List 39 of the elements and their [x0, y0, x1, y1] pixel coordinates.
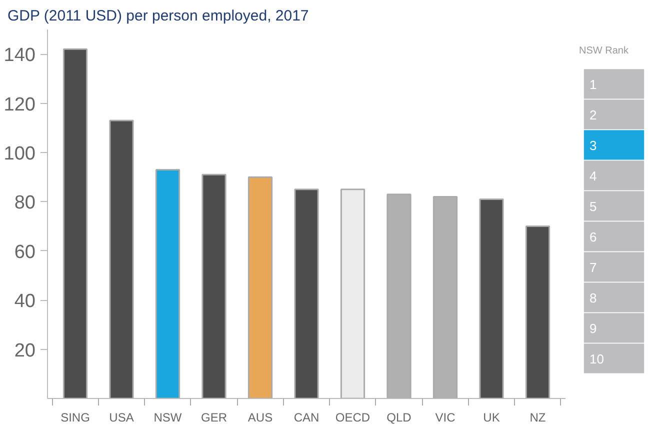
y-tick-label: 80 [14, 192, 36, 214]
x-tick-label: AUS [248, 410, 273, 424]
y-tick-label: 3 [590, 138, 597, 153]
y-tick-label: 9 [590, 320, 597, 336]
bar [155, 168, 180, 398]
bar [294, 188, 319, 398]
x-tick-label: VIC [435, 410, 456, 424]
y-tick-label: 4 [590, 168, 597, 184]
x-tick-label: UK [483, 410, 500, 424]
bar [248, 176, 273, 398]
bar [479, 198, 504, 398]
y-tick-label: 120 [4, 94, 36, 116]
x-tick-label: NSW [154, 410, 182, 424]
y-tick-label: 40 [14, 291, 36, 312]
y-tick-label: 1 [590, 76, 597, 92]
y-tick-label: 7 [590, 260, 597, 275]
x-tick-label: GER [201, 410, 228, 424]
y-tick-label: 2 [590, 107, 597, 122]
bar [340, 188, 366, 398]
x-tick-label: QLD [386, 410, 412, 424]
y-tick-label: 6 [590, 229, 597, 244]
y-tick-label: 10 [590, 351, 604, 366]
y-tick-label: 60 [14, 242, 36, 263]
x-tick-label: SING [60, 410, 90, 424]
x-tick-label: OECD [335, 410, 370, 424]
bar [525, 226, 550, 398]
x-tick-label: USA [109, 410, 134, 424]
x-tick-label: NZ [530, 410, 546, 424]
x-tick-label: CAN [294, 410, 320, 424]
chart-title: GDP (2011 USD) per person employed, 2017 [8, 8, 309, 24]
chart-title: NSW Rank [579, 45, 630, 56]
y-tick-label: 140 [4, 45, 36, 66]
y-tick-label: 5 [590, 198, 597, 214]
y-tick-label: 100 [4, 144, 36, 164]
bar [202, 174, 226, 398]
y-tick-label: 8 [590, 290, 597, 306]
bar [109, 120, 134, 398]
bar [62, 48, 88, 398]
y-tick-label: 20 [14, 340, 36, 362]
